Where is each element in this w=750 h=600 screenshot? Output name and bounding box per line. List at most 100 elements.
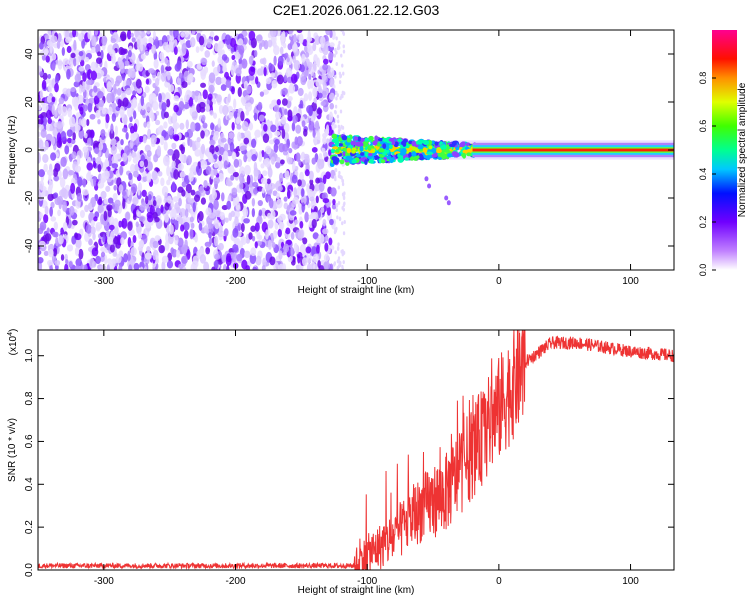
noise-cell (70, 182, 76, 194)
snr-xtick-label: -300 (94, 576, 114, 587)
noise-cell (186, 155, 192, 166)
noise-cell (304, 211, 309, 223)
noise-cell (151, 44, 157, 55)
noise-cell (38, 169, 46, 178)
noise-fringe-cell (337, 264, 341, 269)
noise-cell (299, 244, 307, 255)
noise-cell (231, 86, 235, 95)
noise-cell (306, 38, 311, 50)
noise-cell (51, 62, 56, 72)
noise-cell (207, 152, 213, 163)
noise-cell (276, 74, 284, 85)
noise-cell (308, 73, 312, 81)
noise-cell (280, 241, 285, 249)
noise-cell (258, 209, 263, 217)
noise-cell (79, 210, 85, 218)
noise-cell (276, 156, 281, 163)
noise-cell (237, 38, 244, 46)
noise-cell (220, 192, 225, 202)
signal-cell (380, 159, 386, 164)
noise-cell (329, 78, 335, 87)
signal-cell (399, 151, 406, 156)
noise-cell (244, 190, 252, 200)
noise-cell (244, 130, 252, 138)
noise-cell (291, 174, 298, 184)
noise-fringe-cell (335, 62, 338, 67)
noise-cell (46, 227, 50, 234)
noise-cell (310, 261, 316, 270)
noise-cell (134, 30, 139, 38)
noise-cell (172, 134, 180, 141)
noise-cell (283, 196, 288, 202)
noise-cell (240, 222, 245, 233)
noise-cell (277, 263, 285, 270)
noise-cell (47, 244, 54, 250)
noise-fringe-cell (342, 260, 345, 265)
noise-cell (203, 179, 208, 189)
noise-cell (279, 159, 285, 165)
noise-cell (175, 249, 181, 258)
noise-cell (294, 136, 298, 145)
noise-cell (203, 261, 210, 270)
noise-cell (42, 72, 48, 81)
noise-cell (223, 143, 229, 153)
noise-fringe-cell (337, 119, 340, 124)
noise-cell (186, 60, 193, 68)
noise-cell (54, 259, 61, 266)
noise-cell (270, 156, 275, 165)
noise-cell (105, 185, 111, 192)
noise-cell (212, 168, 218, 176)
noise-cell (173, 46, 178, 55)
noise-cell (114, 125, 118, 136)
noise-cell (312, 232, 319, 240)
noise-cell (304, 155, 310, 166)
noise-cell (180, 224, 185, 232)
noise-cell (100, 190, 107, 200)
noise-cell (195, 140, 201, 149)
noise-cell (103, 170, 110, 180)
noise-cell (321, 147, 326, 154)
noise-cell (316, 244, 320, 254)
noise-cell (301, 53, 306, 63)
spectrogram-ytick-label: -20 (24, 190, 35, 205)
noise-cell (81, 117, 87, 128)
noise-cell (304, 169, 310, 177)
signal-cell (397, 138, 403, 142)
noise-cell (274, 138, 280, 145)
noise-cell (213, 130, 220, 139)
noise-cell (58, 97, 65, 105)
noise-cell (112, 193, 118, 201)
noise-cell (277, 55, 284, 66)
noise-cell (282, 143, 289, 152)
noise-cell (285, 227, 291, 235)
signal-cell (360, 152, 365, 156)
noise-cell (57, 209, 61, 217)
noise-cell (191, 30, 196, 36)
noise-cell (137, 63, 144, 72)
noise-cell (38, 240, 46, 248)
noise-cell (43, 163, 48, 173)
noise-cell (213, 177, 220, 185)
noise-cell (237, 87, 242, 98)
noise-cell (165, 65, 172, 72)
noise-cell (152, 211, 158, 219)
stray-cell (444, 195, 449, 201)
noise-cell (38, 104, 42, 111)
noise-cell (318, 85, 322, 94)
noise-cell (247, 74, 255, 81)
noise-cell (230, 64, 235, 76)
noise-cell (127, 50, 132, 58)
noise-cell (84, 204, 89, 213)
noise-cell (168, 125, 174, 136)
noise-cell (130, 183, 138, 194)
noise-cell (194, 194, 201, 203)
noise-cell (108, 106, 113, 116)
noise-cell (87, 169, 91, 178)
noise-cell (297, 87, 304, 97)
noise-cell (200, 69, 207, 77)
noise-fringe-cell (339, 127, 342, 132)
noise-cell (306, 263, 312, 270)
stray-cell (424, 176, 429, 182)
noise-cell (79, 106, 84, 115)
snr-axes: -300 -200 -100 0 100 0.0 0.2 0.4 0.6 0.8 1.0 (24, 330, 674, 587)
